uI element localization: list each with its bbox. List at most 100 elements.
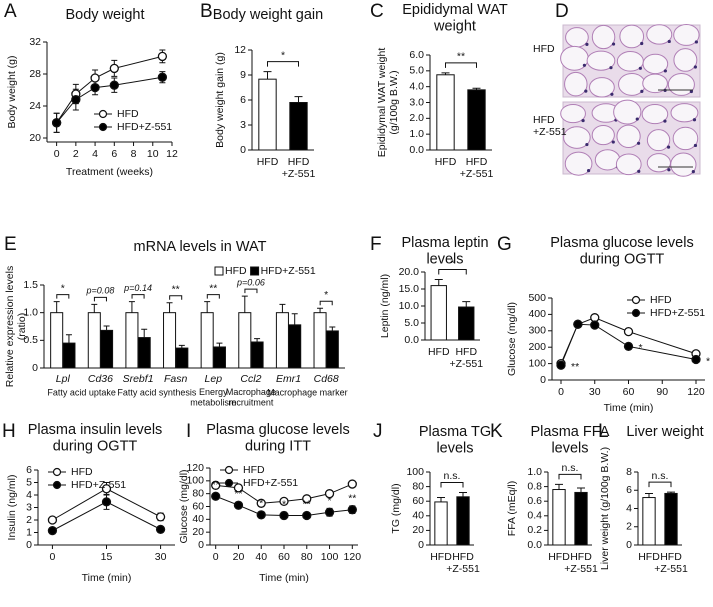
bar (434, 501, 448, 546)
group-label: Macrophage marker (267, 387, 348, 397)
bar (467, 89, 486, 151)
legend-marker (631, 295, 641, 305)
nucleus (693, 65, 697, 69)
adipocyte (586, 50, 616, 71)
x-tick-label: 120 (687, 386, 705, 398)
significance: ** (457, 51, 465, 63)
significance-bracket (93, 296, 107, 302)
text-line: +Z-551 (564, 563, 598, 575)
text-line: during OGTT (580, 252, 665, 268)
point (691, 354, 701, 365)
chart-title: Plasma insulin levels during OGTT (28, 422, 163, 455)
x-axis-label: Time (min) (259, 572, 309, 584)
y-tick-label: 0 (418, 539, 424, 551)
x-tick-label: HFD +Z-551 (460, 156, 494, 180)
significance-bracket (558, 473, 582, 480)
point (47, 515, 58, 525)
y-tick-label: 3.0 (409, 96, 424, 108)
y-tick-label: 0 (540, 374, 546, 386)
point (211, 491, 221, 501)
adipocyte (591, 124, 615, 146)
y-tick-label: 400 (528, 308, 546, 320)
significance: * (259, 498, 263, 510)
x-tick-label: Fasn (164, 373, 188, 385)
bar (238, 312, 252, 369)
x-tick-label: 30 (589, 386, 601, 398)
significance: n.s. (562, 462, 579, 474)
point (47, 525, 58, 536)
significance: p=0.14 (123, 283, 152, 293)
error-bar (459, 491, 467, 497)
nucleus (694, 40, 698, 44)
nucleus (635, 117, 639, 121)
point (51, 118, 62, 128)
x-tick-label: HFD (548, 551, 570, 563)
text-line: HFD (466, 156, 488, 168)
x-tick-label: HFD +Z-551 (449, 346, 483, 370)
nucleus (611, 42, 616, 46)
y-tick-label: 0.5 (23, 334, 38, 346)
panel-letter: H (2, 421, 16, 442)
error-bar (462, 301, 471, 308)
adipocyte (588, 77, 615, 98)
point (573, 319, 583, 329)
y-tick-label: 120 (186, 462, 204, 474)
legend-marker (52, 467, 62, 477)
significance-bracket (131, 294, 145, 299)
bar (62, 342, 76, 369)
x-tick-label: 30 (155, 551, 167, 563)
nucleus (692, 118, 697, 122)
error-bar (645, 492, 653, 498)
y-tick-label: 1 (26, 526, 32, 538)
text-line: Plasma FFA (531, 424, 610, 440)
nucleus (636, 141, 641, 145)
point (109, 63, 119, 74)
text-line: Relative expression levels (4, 266, 16, 387)
y-tick-label: 0.0 (404, 334, 419, 346)
panel-letter: K (490, 421, 503, 442)
bar (288, 324, 302, 369)
nucleus (581, 118, 585, 123)
text-line: +Z-551 (460, 168, 494, 180)
y-tick-label: 40 (412, 510, 424, 522)
y-tick-label: 40 (192, 513, 204, 525)
y-tick-label: 4 (26, 489, 32, 501)
text-line: (ratio) (16, 313, 28, 340)
x-tick-label: Srebf1 (123, 373, 154, 385)
x-tick-label: 0 (54, 148, 60, 160)
panel-letter: A (4, 1, 17, 22)
y-tick-label: 0.2 (527, 524, 542, 536)
y-axis-label: Body weight gain (g) (214, 52, 226, 148)
text-line: HFD (288, 156, 310, 168)
adipocyte (646, 153, 671, 173)
text-line: Plasma insulin levels (28, 422, 163, 438)
y-tick-label: 3 (26, 501, 32, 513)
chart-title: Body weight (66, 7, 145, 23)
error-bar (294, 96, 303, 103)
x-tick-label: HFD +Z-551 (282, 156, 316, 180)
error-bar (329, 326, 336, 331)
point (101, 484, 112, 494)
chart-title: Plasma glucose levels during OGTT (550, 235, 693, 268)
x-tick-label: HFD (638, 551, 660, 563)
chart-title: Epididymal WAT weight (402, 2, 508, 35)
y-tick-label: 0 (26, 539, 32, 551)
significance: ** (303, 498, 311, 510)
nucleus (611, 140, 615, 144)
text-line: Macrophage (226, 387, 276, 397)
y-tick-label: 8 (626, 466, 632, 478)
panel-letter: F (370, 234, 382, 255)
y-tick-label: 80 (192, 487, 204, 499)
y-tick-label: 1.0 (527, 466, 542, 478)
error-bar (555, 483, 563, 490)
text-line: levels (436, 441, 473, 457)
text-line: +Z-551 (449, 358, 483, 370)
text-line: levels (426, 252, 463, 268)
panel-letter: G (497, 234, 512, 255)
chart-title: Plasma FFA levels (531, 424, 610, 457)
error-bar (279, 303, 286, 313)
text-line: (g/100g B.W.) (388, 70, 400, 134)
y-tick-label: 3 (240, 119, 246, 131)
point (324, 507, 335, 517)
panel-letter: I (186, 421, 191, 442)
